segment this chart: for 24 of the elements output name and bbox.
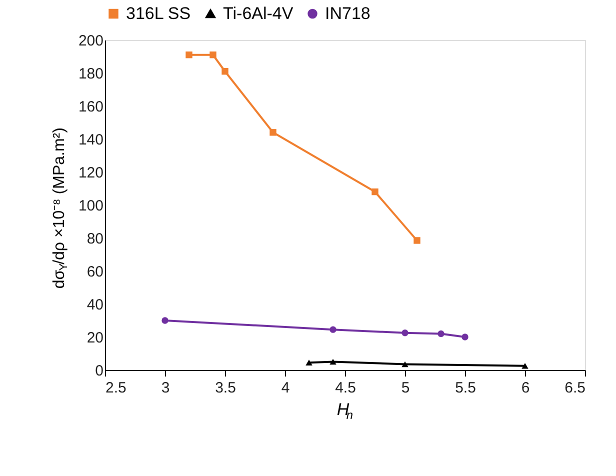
- x-tick-label: 4: [281, 380, 290, 396]
- y-tick-label: 60: [86, 264, 104, 280]
- y-tick-label: 200: [78, 32, 104, 50]
- y-tick-label: 20: [86, 330, 104, 346]
- x-tick-label: 5.5: [455, 380, 476, 396]
- y-tick-label: 0: [95, 362, 104, 380]
- y-tick-label: 80: [86, 230, 104, 248]
- y-tick-label: 180: [78, 66, 104, 82]
- x-tick-label: 3: [161, 380, 170, 396]
- x-tick-label: 4.5: [335, 380, 356, 396]
- legend-label: IN718: [325, 4, 370, 23]
- y-tick-label: 120: [78, 164, 104, 182]
- y-tick-label: 160: [78, 98, 104, 116]
- x-tick-label: 3.5: [215, 380, 236, 396]
- y-tick-label: 100: [78, 198, 104, 214]
- x-tick-label: 5: [401, 380, 410, 396]
- y-tick-label: 140: [78, 132, 104, 148]
- legend-label: Ti-6Al-4V: [223, 4, 294, 23]
- legend-label: 316L SS: [126, 4, 191, 23]
- x-tick-label: 6: [521, 380, 530, 396]
- y-tick-label: 40: [86, 296, 104, 314]
- x-tick-label: 2.5: [106, 380, 126, 396]
- x-tick-label: 6.5: [564, 380, 586, 396]
- y-axis-title: dσY/dρ ×10⁻⁸ (MPa.m²): [51, 128, 70, 289]
